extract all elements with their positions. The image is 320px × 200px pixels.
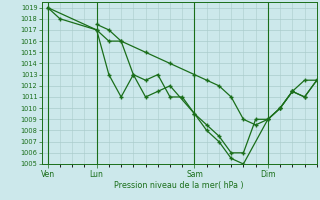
X-axis label: Pression niveau de la mer( hPa ): Pression niveau de la mer( hPa ) (114, 181, 244, 190)
